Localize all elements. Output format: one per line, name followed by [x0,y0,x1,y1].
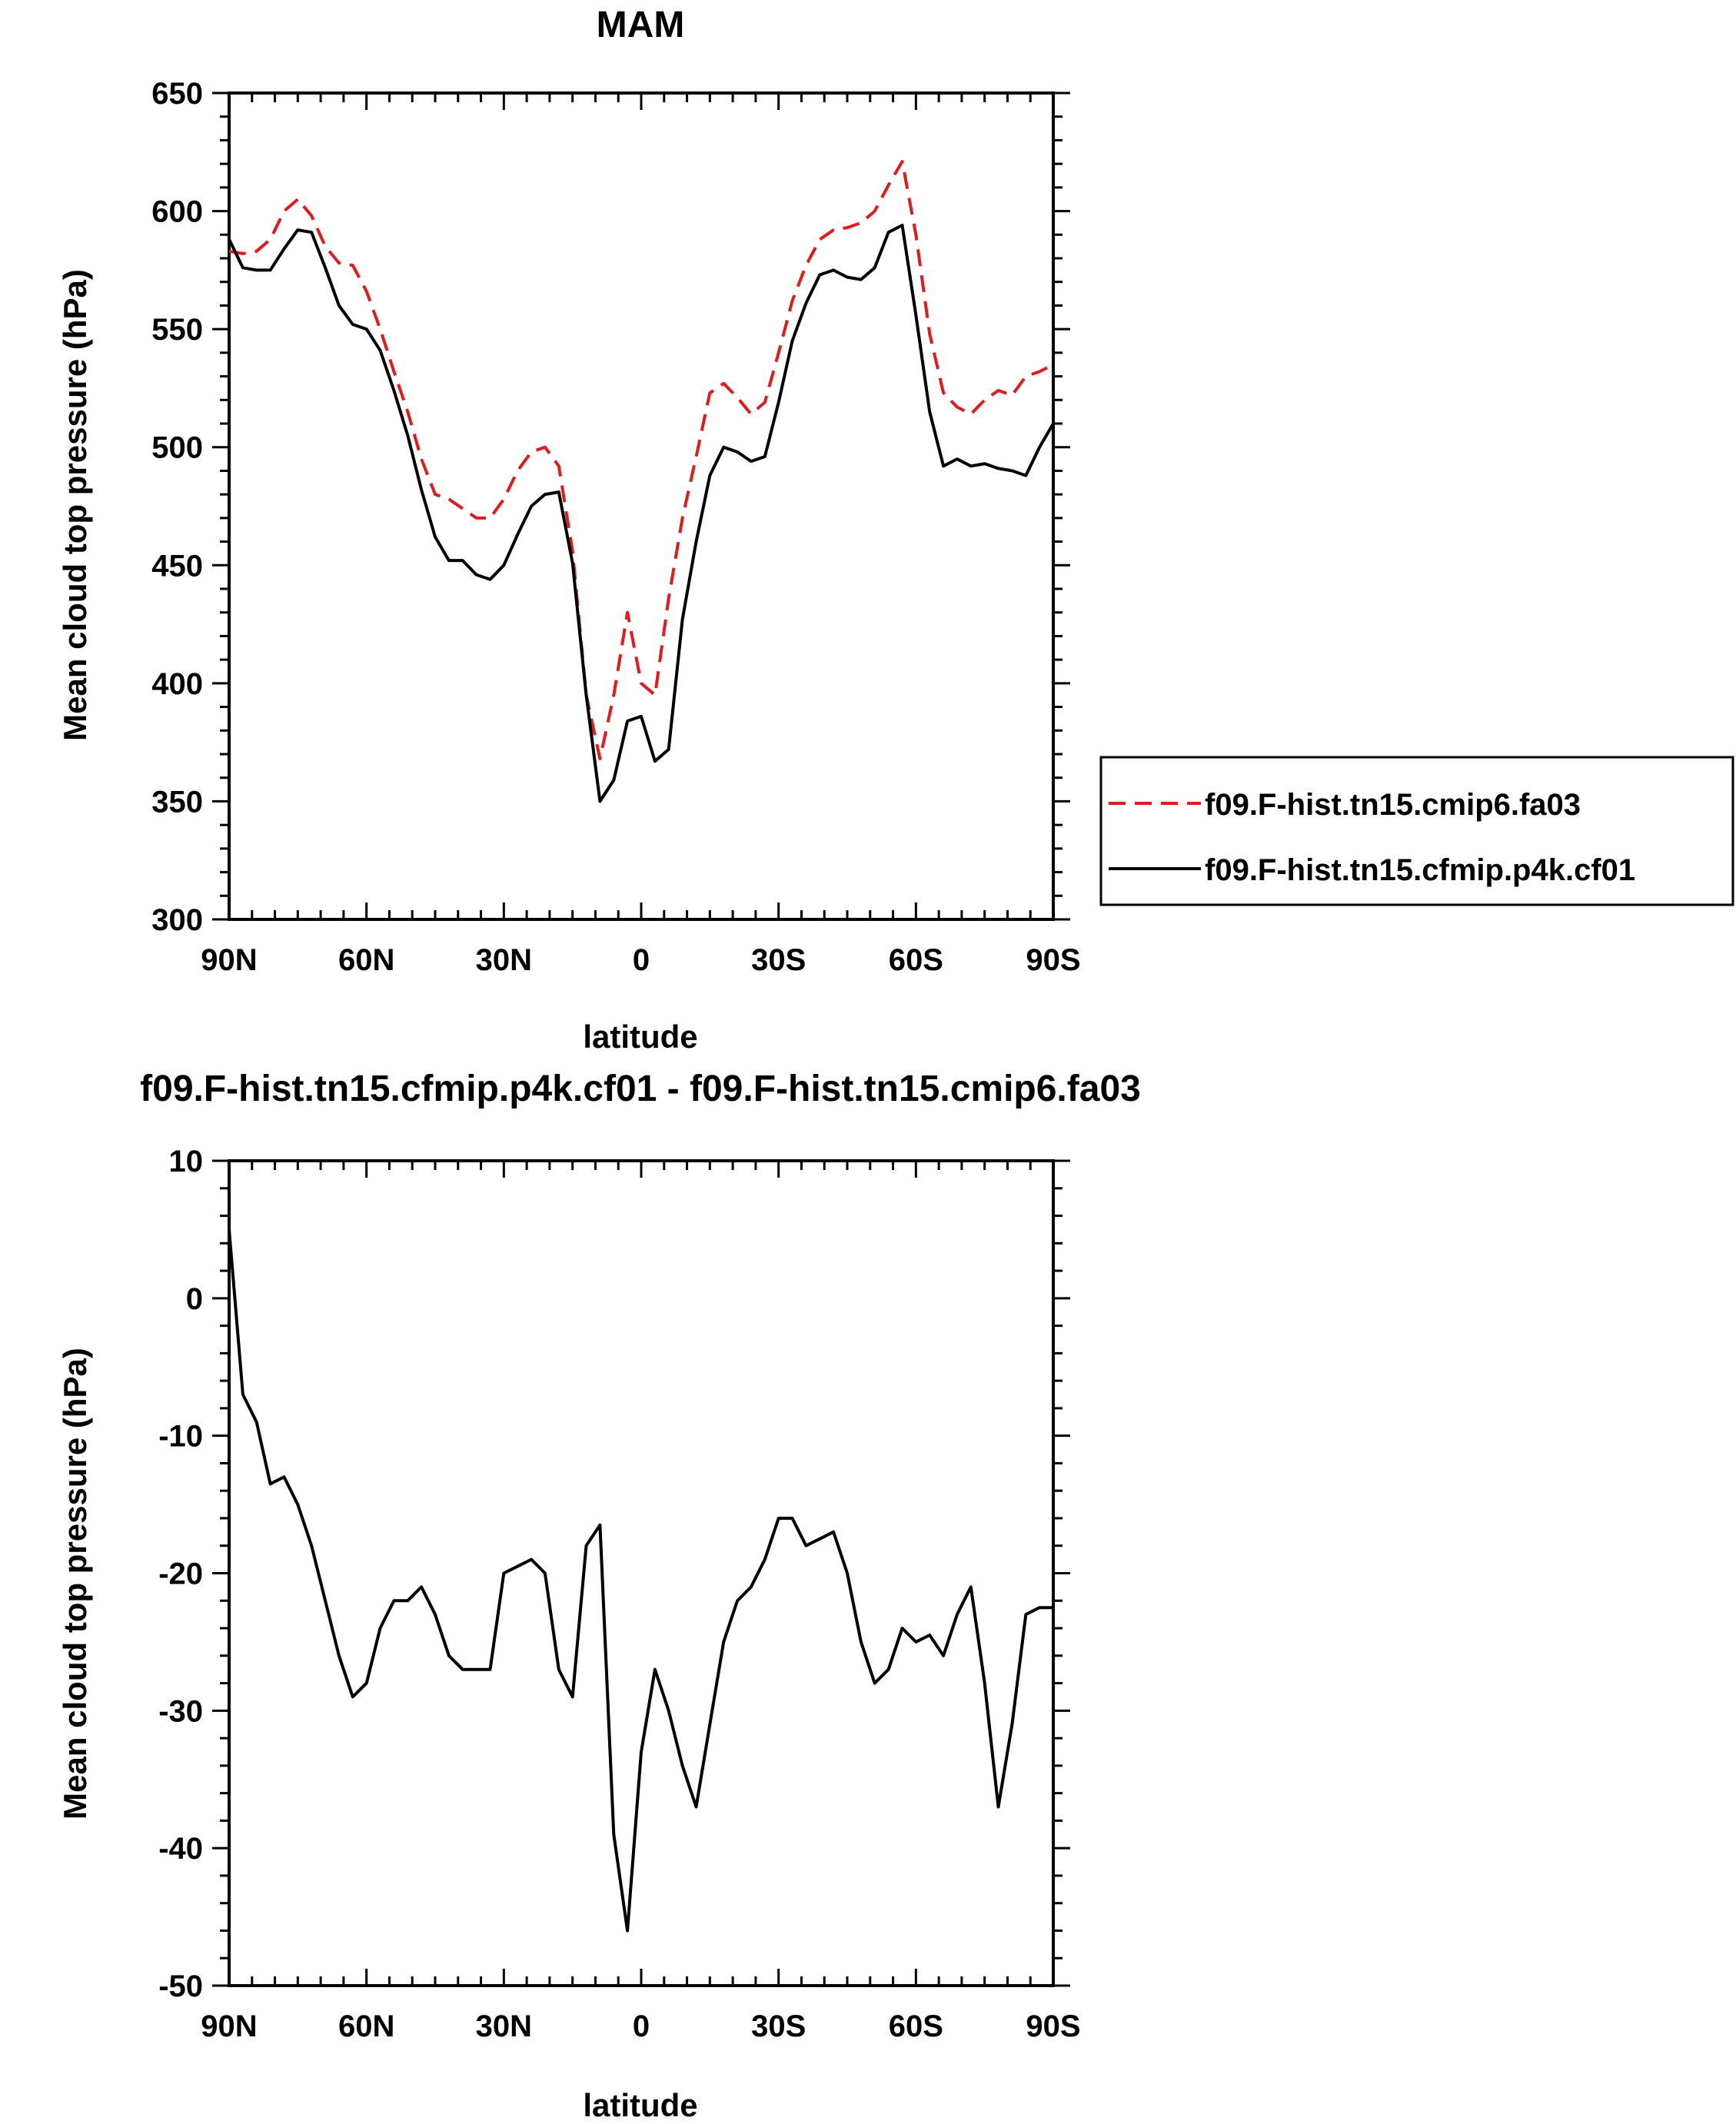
bottom-y-axis-label: Mean cloud top pressure (hPa) [57,1348,93,1820]
top-x-axis-label: latitude [583,1019,697,1055]
top-y-tick-label: 500 [151,431,203,465]
legend-label-fa03: f09.F-hist.tn15.cmip6.fa03 [1205,788,1581,822]
bottom-series-line-0 [228,1229,1053,1933]
bottom-panel: f09.F-hist.tn15.cfmip.p4k.cf01 - f09.F-h… [57,1069,1141,2123]
top-plot-area: 90N 60N 30N 0 30S 60S 90S 300 350 400 450 500 550 600… [151,77,1080,977]
bottom-y-tick-label: -30 [158,1694,203,1728]
top-y-tick-label: 400 [151,667,203,701]
bottom-x-tick-label: 0 [633,2009,650,2043]
top-y-tick-label: 350 [151,785,203,819]
bottom-x-tick-label: 90N [201,2009,257,2043]
bottom-x-tick-label: 90S [1026,2009,1080,2043]
top-y-axis-label: Mean cloud top pressure (hPa) [57,269,93,741]
top-panel: MAM 90N 60N 30N 0 30S 60S 90S 300 350 400 450 500 55… [57,5,1734,1055]
top-chart-title: MAM [597,5,685,45]
top-y-tick-label: 450 [151,549,203,583]
bottom-y-tick-label: 0 [186,1282,203,1316]
bottom-x-tick-label: 30N [476,2009,532,2043]
bottom-x-axis-label: latitude [583,2087,697,2123]
legend-label-cf01: f09.F-hist.tn15.cfmip.p4k.cf01 [1205,853,1635,887]
bottom-x-tick-label: 60N [338,2009,394,2043]
bottom-plot-frame [228,1159,1055,1987]
top-x-tick-label: 90N [201,943,257,977]
bottom-y-tick-label: -50 [158,1969,203,2003]
bottom-y-tick-label: -40 [158,1832,203,1866]
legend-box [1099,756,1734,906]
top-y-tick-label: 600 [151,195,203,229]
top-x-tick-label: 30S [751,943,806,977]
top-y-tick-label: 300 [151,903,203,937]
bottom-y-tick-label: 10 [169,1145,204,1178]
bottom-y-tick-label: -10 [158,1420,203,1454]
bottom-x-tick-label: 60S [889,2009,943,2043]
top-x-tick-label: 0 [633,943,650,977]
top-series-line-1 [228,224,1055,803]
top-x-tick-label: 30N [476,943,532,977]
top-y-tick-label: 550 [151,313,203,347]
bottom-x-tick-label: 30S [751,2009,806,2043]
bottom-chart-title: f09.F-hist.tn15.cfmip.p4k.cf01 - f09.F-h… [140,1069,1141,1109]
bottom-y-tick-label: -20 [158,1557,203,1591]
top-x-tick-label: 90S [1026,943,1080,977]
top-y-tick-label: 650 [151,77,203,111]
bottom-plot-area: 90N 60N 30N 0 30S 60S 90S -50 -40 -30 -20 -10 0 10 [158,1145,1080,2043]
top-x-tick-label: 60N [338,943,394,977]
top-x-tick-label: 60S [889,943,943,977]
legend: f09.F-hist.tn15.cmip6.fa03 f09.F-hist.tn… [1099,756,1734,906]
top-plot-frame [228,91,1055,921]
top-series-line-0 [228,160,1054,761]
